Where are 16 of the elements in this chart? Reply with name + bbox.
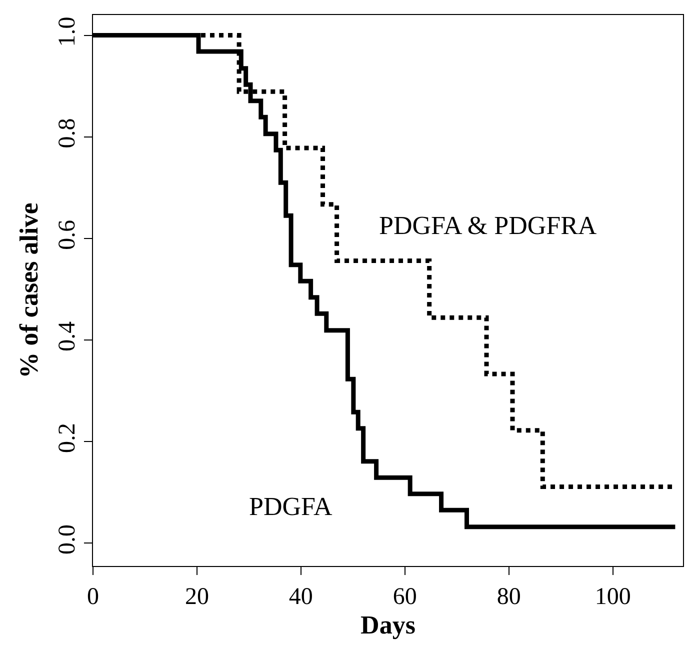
y-tick-label: 0.4 bbox=[54, 321, 80, 352]
series-label: PDGFA & PDGFRA bbox=[379, 211, 597, 240]
y-tick-label: 1.0 bbox=[54, 16, 80, 47]
y-axis-title: % of cases alive bbox=[14, 202, 44, 378]
x-tick-label: 80 bbox=[496, 584, 521, 610]
series-label: PDGFA bbox=[249, 492, 333, 521]
x-tick-label: 0 bbox=[87, 584, 99, 610]
y-tick-label: 0.6 bbox=[54, 220, 80, 250]
y-tick-label: 0.2 bbox=[54, 422, 80, 453]
x-tick-label: 40 bbox=[288, 584, 313, 610]
x-tick-label: 20 bbox=[184, 584, 209, 610]
y-tick-label: 0.8 bbox=[54, 118, 80, 148]
y-tick-label: 0.0 bbox=[54, 524, 80, 555]
x-tick-label: 60 bbox=[392, 584, 417, 610]
x-axis-title: Days bbox=[360, 610, 416, 640]
x-tick-label: 100 bbox=[594, 584, 631, 610]
